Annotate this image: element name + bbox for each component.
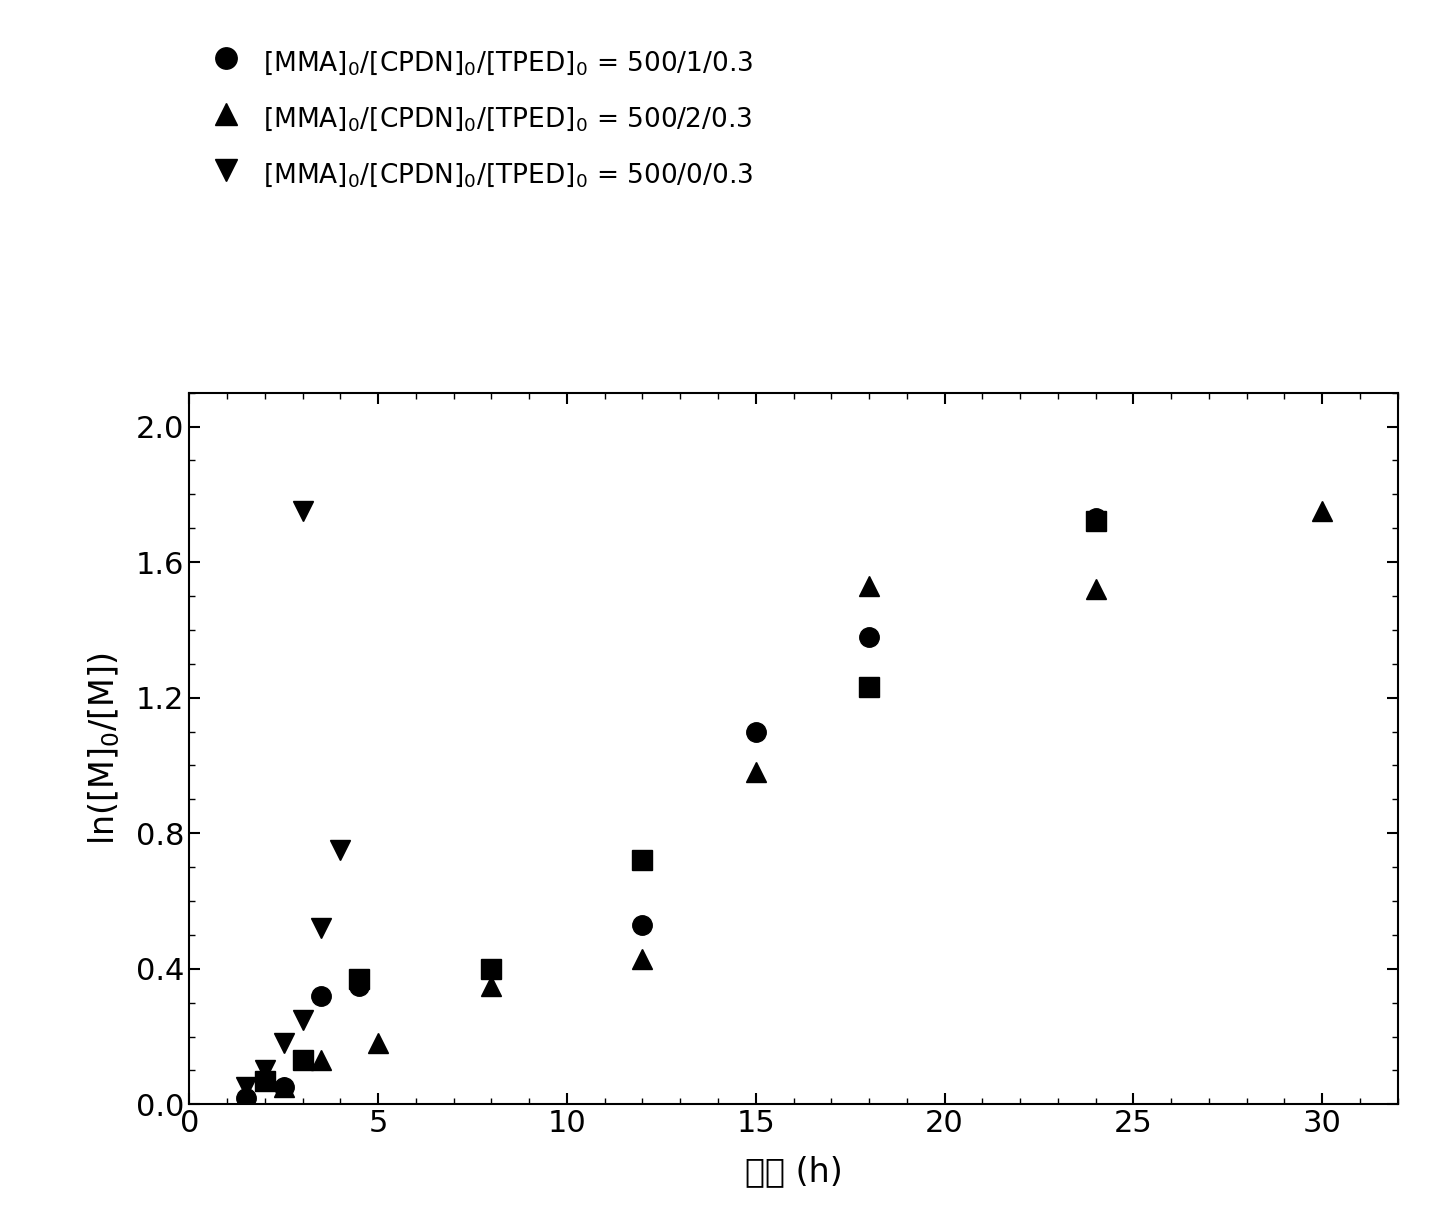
X-axis label: 时间 (h): 时间 (h) — [744, 1155, 843, 1188]
Y-axis label: ln([M]$_0$/[M]): ln([M]$_0$/[M]) — [86, 652, 122, 845]
Legend: [MMA]$_0$/[CPDN]$_0$/[TPED]$_0$ = 500/1/0.3, [MMA]$_0$/[CPDN]$_0$/[TPED]$_0$ = 5: [MMA]$_0$/[CPDN]$_0$/[TPED]$_0$ = 500/1/… — [202, 38, 761, 198]
